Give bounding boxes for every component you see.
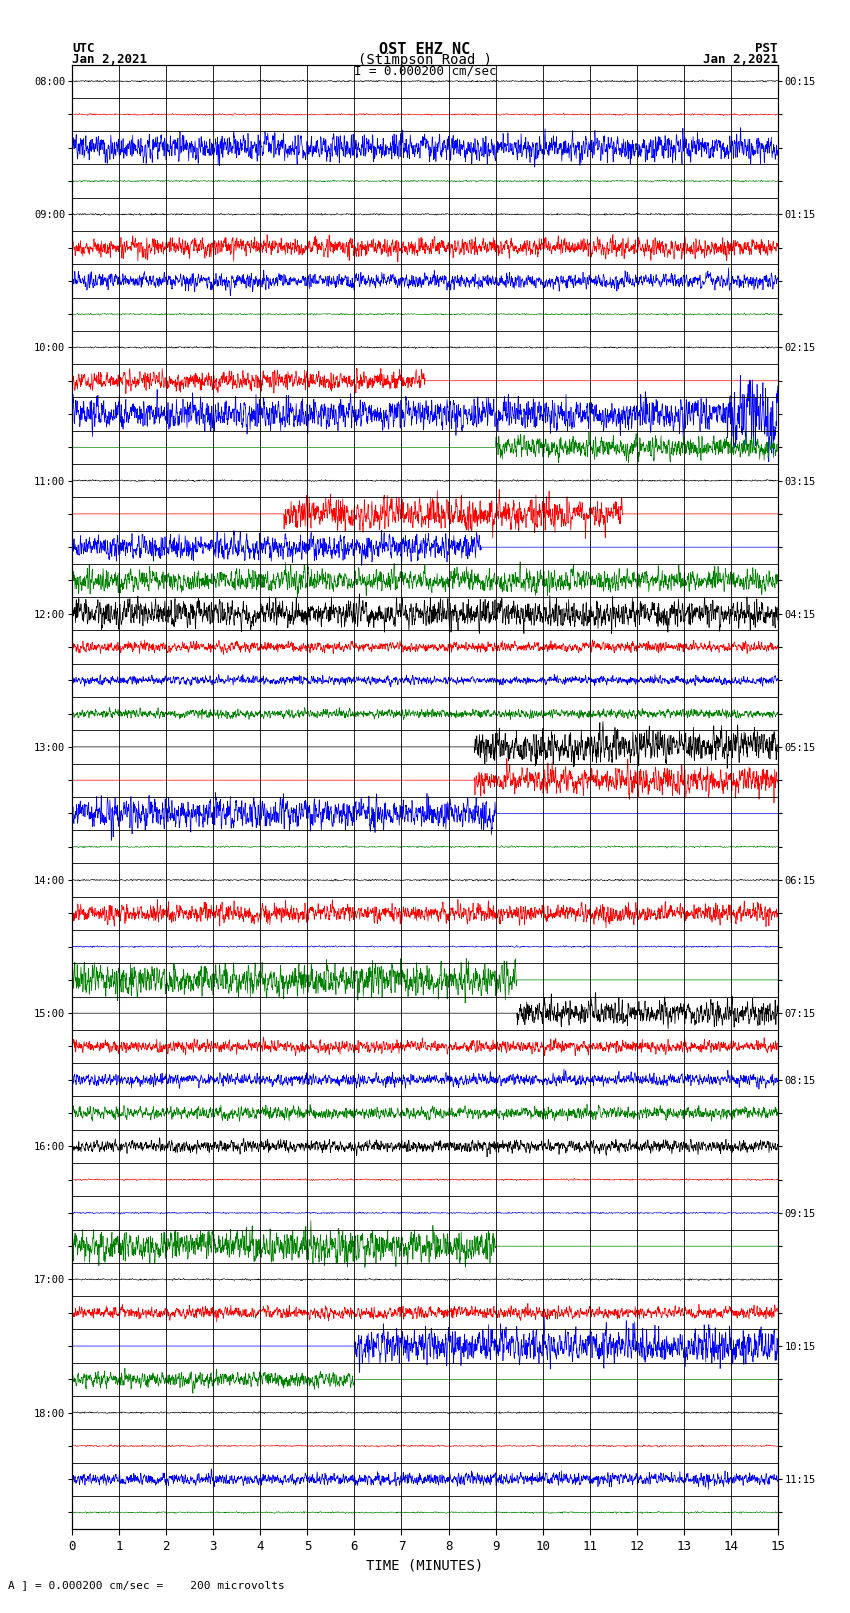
Text: UTC: UTC <box>72 42 94 55</box>
X-axis label: TIME (MINUTES): TIME (MINUTES) <box>366 1558 484 1573</box>
Text: I = 0.000200 cm/sec: I = 0.000200 cm/sec <box>354 65 496 77</box>
Text: OST EHZ NC: OST EHZ NC <box>379 42 471 56</box>
Text: (Stimpson Road ): (Stimpson Road ) <box>358 53 492 68</box>
Text: Jan 2,2021: Jan 2,2021 <box>72 53 147 66</box>
Text: Jan 2,2021: Jan 2,2021 <box>703 53 778 66</box>
Text: PST: PST <box>756 42 778 55</box>
Text: A ] = 0.000200 cm/sec =    200 microvolts: A ] = 0.000200 cm/sec = 200 microvolts <box>8 1581 286 1590</box>
